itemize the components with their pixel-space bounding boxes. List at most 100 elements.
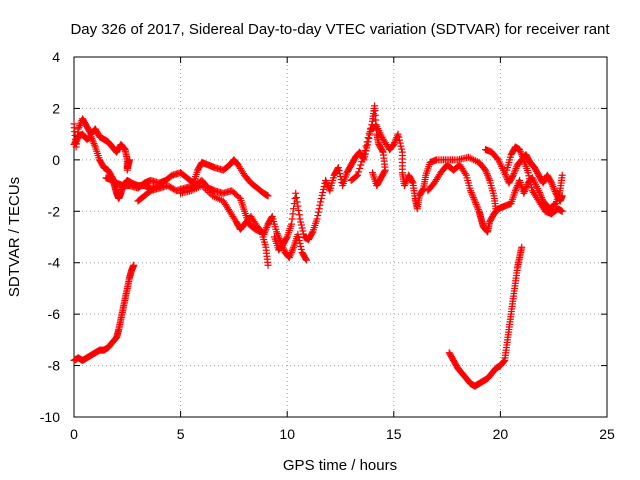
y-tick-label: -2 [48,203,61,219]
data-point [334,165,342,173]
data-point [297,245,305,253]
data-point [263,224,271,232]
data-point [355,168,363,176]
data-point [511,166,519,174]
data-point [393,132,401,140]
data-point [502,172,510,180]
data-point [289,245,297,253]
data-point [519,154,527,162]
data-point [558,207,566,215]
data-point [302,256,310,264]
data-point [472,199,480,207]
data-point [268,214,276,222]
data-point [288,247,296,255]
data-point [322,178,330,186]
data-point [535,187,543,195]
data-point [499,358,507,366]
data-point [461,170,469,178]
data-point [317,198,325,206]
data-point [558,171,566,179]
data-point [473,202,481,210]
data-point [296,215,304,223]
data-point [400,182,408,190]
data-point [395,133,403,141]
data-point [535,188,543,196]
data-point [298,224,306,232]
data-point [472,200,480,208]
series-track-f [347,122,500,215]
data-point [549,182,557,190]
data-point [482,168,490,176]
data-point [88,136,96,144]
data-point [509,171,517,179]
y-tick-label: -4 [48,255,61,271]
data-point [323,180,331,188]
data-point [398,145,406,153]
data-point [360,151,368,159]
y-tick-label: -6 [48,306,61,322]
data-point [297,242,305,250]
series-track-a-upper [70,115,133,174]
data-point [484,171,492,179]
data-point [308,229,316,237]
data-point [300,230,308,238]
data-point [470,195,478,203]
data-point [548,181,556,189]
data-point [295,206,303,214]
data-point [314,212,322,220]
data-point [292,194,300,202]
series-track-e [270,102,389,254]
data-point [547,178,555,186]
data-point [516,146,524,154]
data-point [365,129,373,137]
data-point [402,178,410,186]
data-point [354,171,362,179]
series-track-g [424,161,566,236]
data-point [74,125,82,133]
data-point [290,205,298,213]
data-point [500,357,508,365]
data-point [292,189,300,197]
data-point [516,147,524,155]
data-point [359,154,367,162]
data-point [299,227,307,235]
data-point [286,252,294,260]
data-point [287,248,295,256]
data-point [90,140,98,148]
data-point [518,151,526,159]
data-point [294,202,302,210]
data-point [76,122,84,130]
data-point [481,166,489,174]
data-point [512,164,520,172]
data-point [262,225,270,233]
data-point [334,164,342,172]
data-point [75,123,83,131]
y-tick-label: -10 [40,409,60,425]
data-point [523,182,531,190]
x-tick-label: 10 [279,426,295,442]
data-point [408,178,416,186]
data-point [297,218,305,226]
data-point [396,139,404,147]
data-point [295,236,303,244]
data-point [527,181,535,189]
y-tick-label: 2 [52,100,60,116]
data-point [518,152,526,160]
data-point [468,190,476,198]
data-point [130,261,138,269]
data-point [364,134,372,142]
data-point [526,175,534,183]
data-point [397,142,405,150]
data-point [528,184,536,192]
series-track-k [445,243,526,390]
data-point [368,169,376,177]
data-point [467,188,475,196]
data-point [315,205,323,213]
data-point [352,172,360,180]
data-point [357,161,365,169]
data-point [395,136,403,144]
data-point [91,141,99,149]
data-point [394,130,402,138]
data-point [88,134,96,142]
